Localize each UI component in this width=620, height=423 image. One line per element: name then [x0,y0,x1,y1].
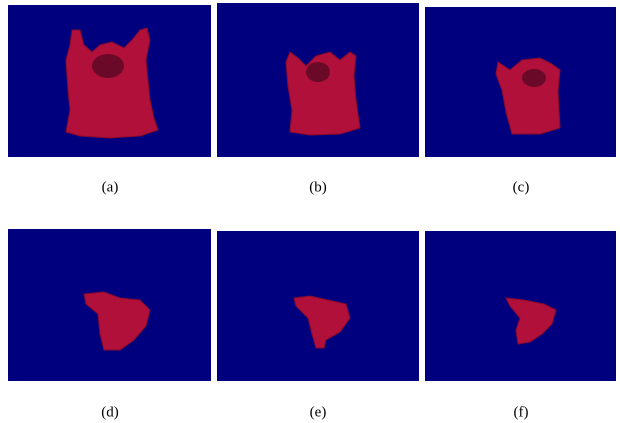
panel-label: (e) [310,404,327,420]
object-buddha [66,28,158,138]
panel-label: (f) [514,404,529,420]
figure: (a) (b) (c) (d) (e) (f) [0,0,620,423]
object-shadow [306,62,330,82]
panel-label: (b) [309,179,327,195]
panel-d [8,229,211,381]
panel-label: (c) [513,179,530,195]
panel-f [425,231,616,381]
object-shadow [92,54,124,78]
panel-e [217,231,419,381]
object-shadow [522,69,546,87]
panel-a [8,5,211,157]
panel-label: (d) [101,404,119,420]
panel-c [425,7,616,157]
panel-b [217,3,419,157]
panel-label: (a) [102,179,119,195]
